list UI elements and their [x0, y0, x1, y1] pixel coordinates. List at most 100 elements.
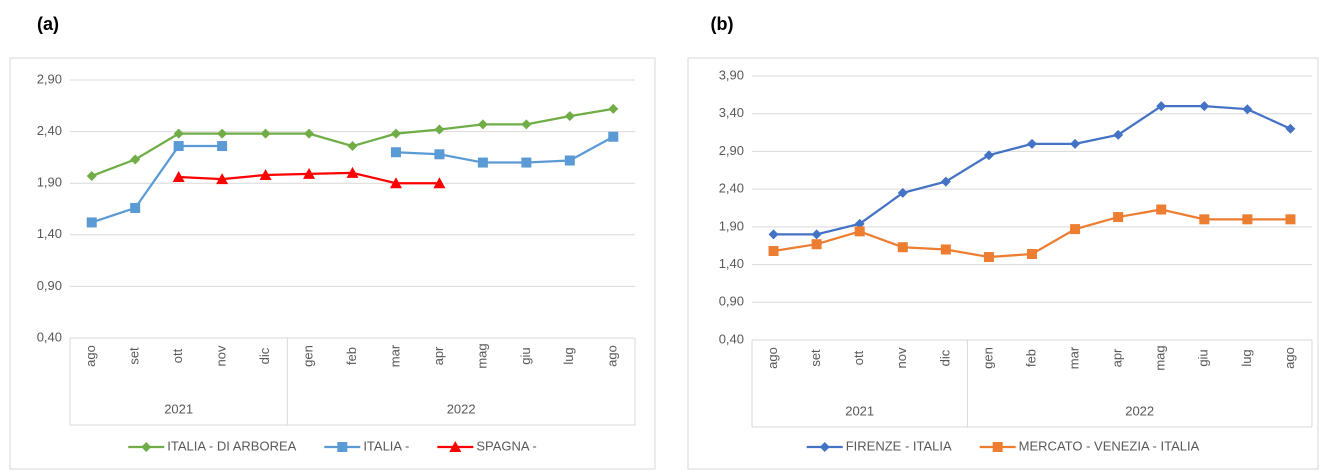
y-tick-label: 2,40 [37, 123, 62, 138]
legend-marker [141, 442, 152, 452]
marker [433, 177, 446, 189]
marker [983, 150, 994, 161]
marker [173, 141, 184, 152]
marker [1070, 224, 1081, 235]
x-tick-label: apr [431, 346, 446, 365]
marker [304, 128, 315, 139]
chart-frame [9, 57, 656, 470]
legend-marker [992, 442, 1003, 452]
marker [389, 177, 402, 189]
marker [1242, 214, 1253, 225]
group-label: 2021 [845, 403, 874, 418]
marker [854, 226, 865, 237]
x-tick-label: mar [387, 344, 402, 367]
marker [390, 128, 401, 139]
marker [346, 166, 359, 178]
x-tick-label: feb [1023, 349, 1038, 367]
series-line [773, 105, 1291, 236]
y-tick-label: 2,90 [37, 71, 62, 86]
legend-label: FIRENZE - ITALIA [846, 438, 952, 453]
legend-marker [449, 441, 462, 452]
legend: ITALIA - DI ARBOREA ITALIA - SPAGNA - [128, 438, 537, 453]
marker [897, 242, 908, 253]
x-tick-label: giu [518, 347, 533, 364]
legend-marker [337, 442, 348, 452]
marker [521, 119, 532, 130]
y-tick-label: 1,40 [37, 226, 62, 241]
y-tick-label: 0,90 [719, 294, 744, 309]
y-tick-label: 0,40 [37, 329, 62, 344]
marker [1113, 212, 1124, 223]
x-tick-label: dic [257, 347, 272, 364]
panel-label: (a) [37, 14, 59, 34]
x-tick-label: giu [1196, 349, 1211, 366]
marker [434, 124, 445, 135]
marker [130, 154, 141, 165]
panel-label: (b) [711, 14, 734, 34]
legend-label: MERCATO - VENEZIA - ITALIA [1019, 438, 1200, 453]
x-tick-label: gen [980, 347, 995, 369]
x-tick-label: lug [1239, 349, 1254, 366]
marker [768, 245, 779, 256]
marker [1156, 204, 1167, 215]
marker [940, 176, 951, 187]
marker [1113, 129, 1124, 140]
marker [608, 131, 619, 142]
marker [608, 103, 619, 114]
marker [173, 128, 184, 139]
marker [940, 244, 951, 255]
marker [217, 128, 228, 139]
marker [390, 147, 401, 158]
marker [477, 157, 488, 168]
series-line [91, 135, 614, 224]
marker [86, 170, 97, 181]
marker [217, 141, 228, 152]
y-tick-label: 1,40 [719, 256, 744, 271]
marker [1199, 214, 1210, 225]
x-tick-label: ago [1282, 347, 1297, 369]
marker [260, 128, 271, 139]
marker [130, 202, 141, 213]
x-tick-label: lug [561, 347, 576, 364]
x-tick-label: ott [170, 348, 185, 363]
marker [1027, 138, 1037, 149]
x-tick-label: mar [1067, 346, 1082, 369]
chart-frame [687, 57, 1319, 470]
marker [854, 218, 865, 229]
marker [897, 187, 908, 198]
group-label: 2022 [1125, 403, 1154, 418]
marker [1070, 138, 1081, 149]
x-tick-label: apr [1110, 348, 1125, 367]
x-tick-label: ago [605, 345, 620, 367]
legend-marker [819, 442, 830, 452]
y-tick-label: 0,40 [719, 331, 744, 346]
x-tick-label: nov [894, 347, 909, 368]
y-tick-label: 1,90 [719, 218, 744, 233]
marker [768, 229, 779, 240]
legend-label: ITALIA - [363, 438, 409, 453]
x-tick-label: feb [344, 347, 359, 365]
x-tick-label: set [808, 349, 823, 367]
marker [811, 239, 822, 250]
x-tick-label: mag [474, 343, 489, 368]
x-tick-label: ago [83, 345, 98, 367]
x-tick-label: nov [214, 345, 229, 366]
marker [564, 155, 575, 166]
marker [1027, 249, 1037, 260]
marker [303, 167, 316, 179]
x-tick-label: ago [765, 347, 780, 369]
marker [1199, 101, 1210, 112]
group-label: 2021 [164, 401, 193, 416]
marker [172, 171, 185, 183]
marker [1285, 123, 1296, 134]
marker [1285, 214, 1296, 225]
marker [1242, 104, 1253, 115]
y-tick-label: 3,40 [719, 105, 744, 120]
marker [1156, 101, 1167, 112]
y-tick-label: 2,40 [719, 181, 744, 196]
marker [259, 168, 272, 180]
marker [86, 217, 97, 228]
x-tick-label: set [127, 347, 142, 365]
